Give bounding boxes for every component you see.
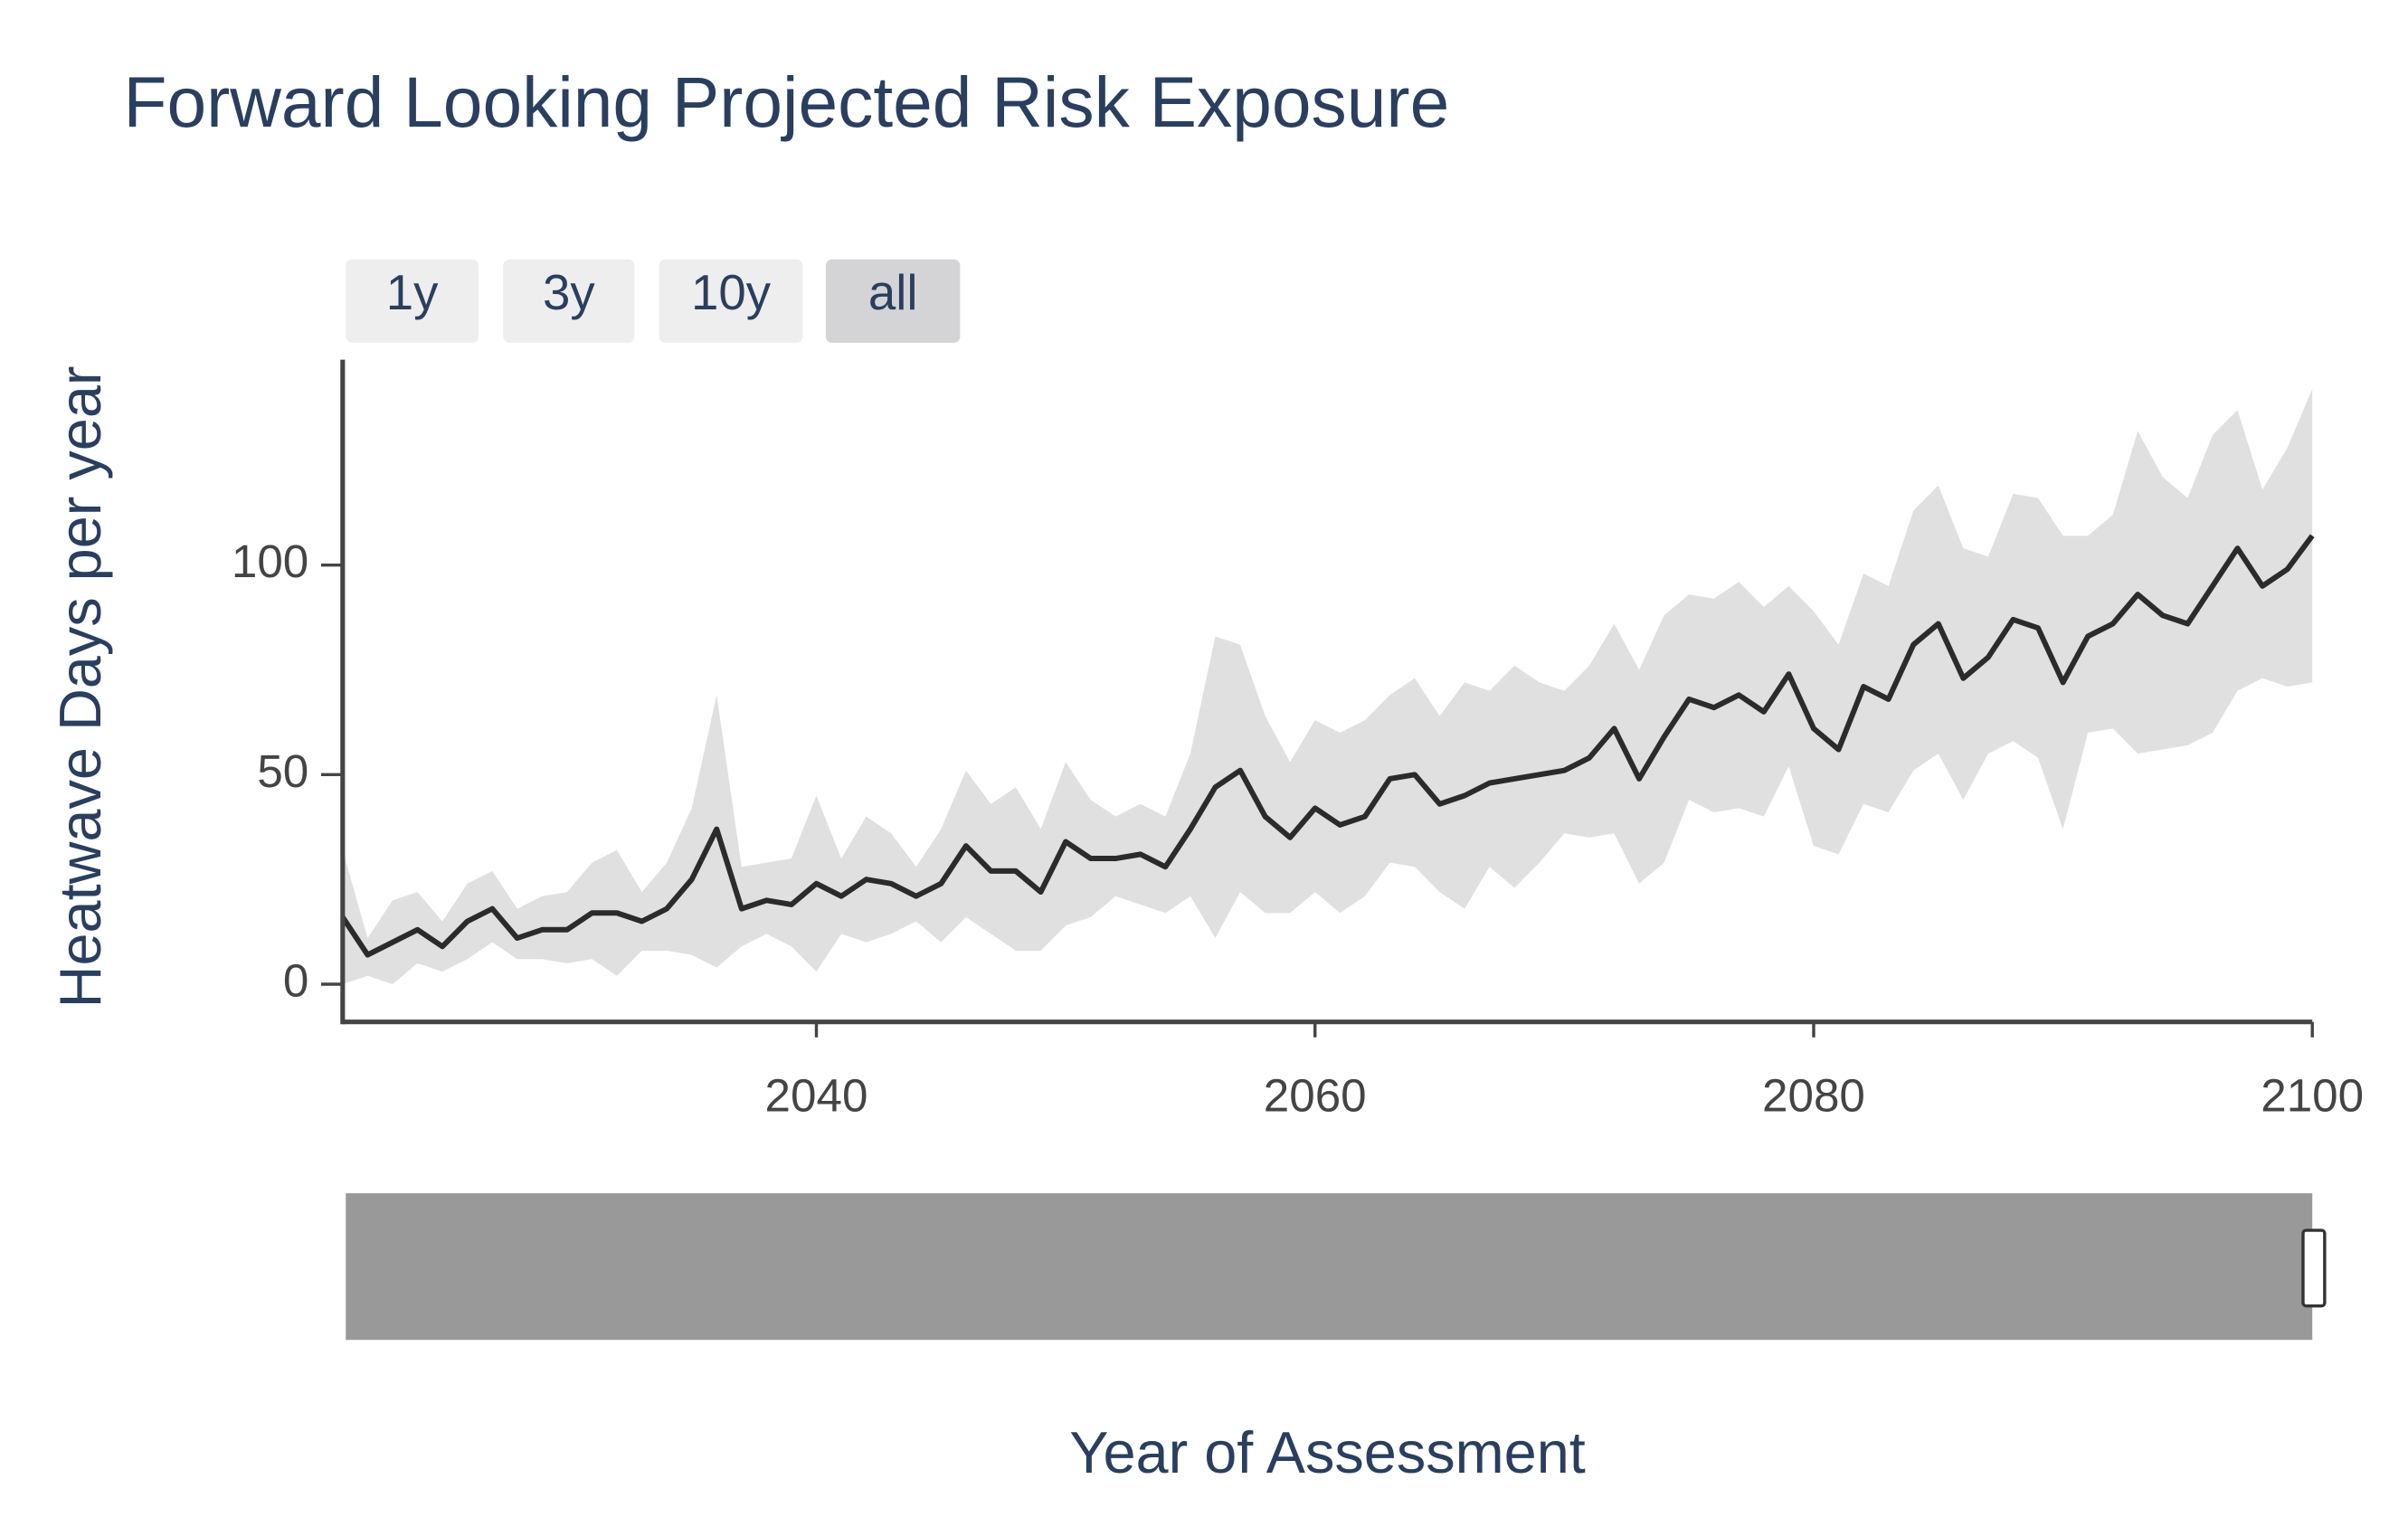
mean-line xyxy=(340,534,2315,958)
x-tick-label: 2060 xyxy=(1264,1070,1367,1122)
range-button[interactable]: all xyxy=(825,259,961,343)
chart-title: Forward Looking Projected Risk Exposure xyxy=(124,62,1450,142)
range-slider[interactable] xyxy=(346,1193,2327,1341)
x-axis-title: Year of Assessment xyxy=(1069,1419,1586,1485)
x-tick-label: 2040 xyxy=(765,1070,868,1122)
range-button-bg[interactable] xyxy=(503,259,635,343)
range-button-bg[interactable] xyxy=(659,259,803,343)
range-slider-track[interactable] xyxy=(346,1193,2313,1341)
range-button-label[interactable]: 3y xyxy=(543,265,595,320)
range-button[interactable]: 1y xyxy=(346,259,479,343)
range-button-label[interactable]: all xyxy=(868,265,918,320)
y-tick-label: 100 xyxy=(232,536,308,587)
range-button[interactable]: 10y xyxy=(659,259,803,343)
y-tick-label: 0 xyxy=(283,955,308,1007)
range-slider-handle[interactable] xyxy=(2301,1228,2327,1308)
range-button-label[interactable]: 10y xyxy=(691,265,772,320)
range-button-label[interactable]: 1y xyxy=(386,265,439,320)
x-tick-label: 2100 xyxy=(2261,1070,2364,1122)
y-tick-label: 50 xyxy=(257,745,308,797)
range-button-bg[interactable] xyxy=(825,259,961,343)
range-button[interactable]: 3y xyxy=(503,259,635,343)
y-axis-title: Heatwave Days per year xyxy=(47,365,113,1008)
x-tick-label: 2080 xyxy=(1762,1070,1865,1122)
range-button-bg[interactable] xyxy=(346,259,479,343)
uncertainty-band xyxy=(342,389,2313,985)
